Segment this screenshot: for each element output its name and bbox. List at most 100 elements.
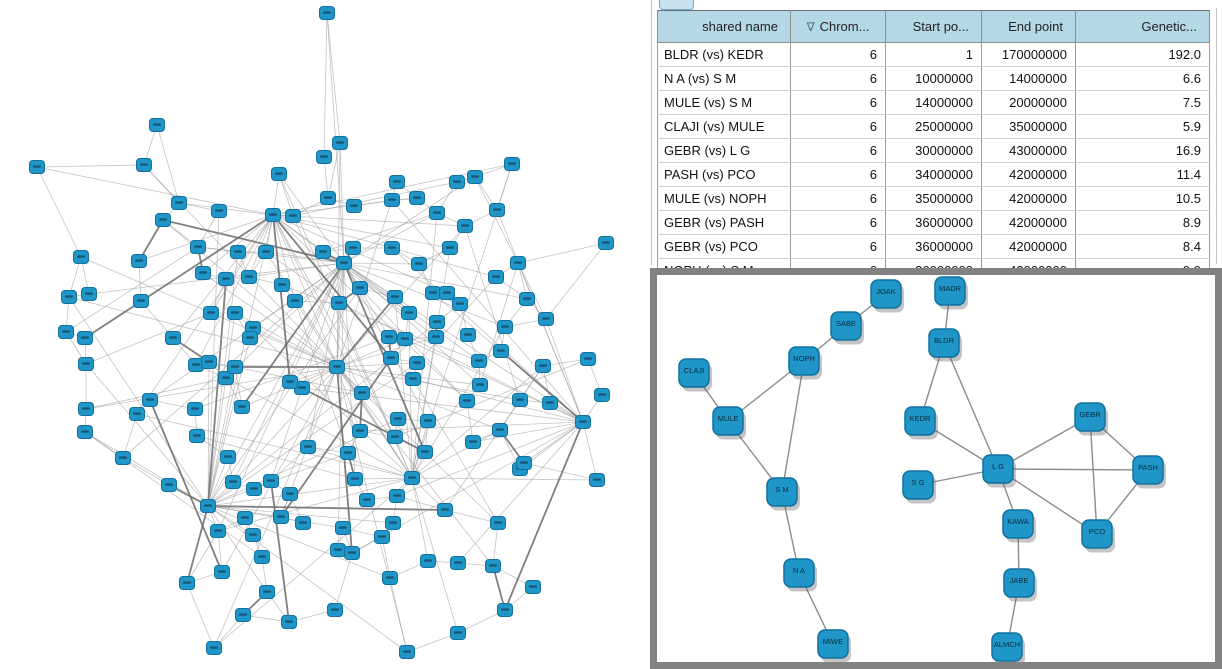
network-node[interactable]: [389, 175, 405, 189]
network-node[interactable]: [330, 543, 346, 557]
network-node[interactable]: [237, 511, 253, 525]
column-header-start-point[interactable]: Start po...: [885, 10, 982, 43]
network-node[interactable]: [485, 559, 501, 573]
network-node[interactable]: [384, 193, 400, 207]
network-node[interactable]: [460, 328, 476, 342]
network-node[interactable]: [439, 286, 455, 300]
network-node[interactable]: [336, 256, 352, 270]
filter-icon[interactable]: ∇: [806, 20, 815, 34]
network-node[interactable]: [201, 355, 217, 369]
network-node[interactable]: [295, 516, 311, 530]
network-node[interactable]: [77, 331, 93, 345]
detail-node-s-m[interactable]: S M: [766, 477, 800, 511]
network-node[interactable]: [525, 580, 541, 594]
network-node[interactable]: [519, 292, 535, 306]
detail-node-gebr[interactable]: GEBR: [1074, 402, 1108, 436]
network-node[interactable]: [382, 571, 398, 585]
network-node[interactable]: [265, 208, 281, 222]
table-row[interactable]: CLAJI (vs) MULE 6 25000000 35000000 5.9: [657, 114, 1210, 139]
network-node[interactable]: [190, 240, 206, 254]
network-node[interactable]: [179, 576, 195, 590]
column-header-chromosome[interactable]: ∇ Chrom...: [790, 10, 886, 43]
network-node[interactable]: [429, 206, 445, 220]
detail-node-kawa[interactable]: KAWA: [1002, 509, 1036, 543]
network-node[interactable]: [259, 585, 275, 599]
column-header-end-point[interactable]: End point: [981, 10, 1076, 43]
detail-node-l-g[interactable]: L G: [982, 454, 1016, 488]
network-node[interactable]: [246, 482, 262, 496]
table-row[interactable]: GEBR (vs) PASH 6 36000000 42000000 8.9: [657, 210, 1210, 235]
network-node[interactable]: [285, 209, 301, 223]
network-node[interactable]: [195, 266, 211, 280]
network-node[interactable]: [387, 430, 403, 444]
network-node[interactable]: [409, 356, 425, 370]
network-node[interactable]: [188, 358, 204, 372]
column-header-genetic[interactable]: Genetic...: [1075, 10, 1210, 43]
network-node[interactable]: [471, 354, 487, 368]
network-node[interactable]: [488, 270, 504, 284]
column-header-shared-name[interactable]: shared name: [657, 10, 791, 43]
network-node[interactable]: [189, 429, 205, 443]
detail-node-pco[interactable]: PCO: [1081, 519, 1115, 553]
network-node[interactable]: [437, 503, 453, 517]
network-node[interactable]: [504, 157, 520, 171]
network-node[interactable]: [387, 290, 403, 304]
network-node[interactable]: [220, 450, 236, 464]
network-node[interactable]: [425, 286, 441, 300]
network-node[interactable]: [136, 158, 152, 172]
detail-node-almch[interactable]: ALMCH: [991, 632, 1025, 662]
network-node[interactable]: [411, 257, 427, 271]
network-node[interactable]: [490, 516, 506, 530]
network-node[interactable]: [129, 407, 145, 421]
network-node[interactable]: [271, 167, 287, 181]
network-node[interactable]: [254, 550, 270, 564]
detail-node-bldr[interactable]: BLDR: [928, 328, 962, 362]
network-node[interactable]: [115, 451, 131, 465]
network-node[interactable]: [452, 297, 468, 311]
table-row[interactable]: PASH (vs) PCO 6 34000000 42000000 11.4: [657, 162, 1210, 187]
network-node[interactable]: [149, 118, 165, 132]
network-node[interactable]: [489, 203, 505, 217]
network-node[interactable]: [399, 645, 415, 659]
network-node[interactable]: [450, 626, 466, 640]
detail-node-s-g[interactable]: S G: [902, 470, 936, 504]
network-node[interactable]: [227, 360, 243, 374]
network-node[interactable]: [589, 473, 605, 487]
network-node[interactable]: [542, 396, 558, 410]
network-node[interactable]: [352, 281, 368, 295]
network-node[interactable]: [187, 402, 203, 416]
network-node[interactable]: [390, 412, 406, 426]
network-node[interactable]: [420, 554, 436, 568]
network-node[interactable]: [77, 425, 93, 439]
network-node[interactable]: [359, 493, 375, 507]
network-node[interactable]: [329, 360, 345, 374]
network-node[interactable]: [78, 402, 94, 416]
network-node[interactable]: [218, 371, 234, 385]
network-node[interactable]: [234, 400, 250, 414]
table-row[interactable]: MULE (vs) S M 6 14000000 20000000 7.5: [657, 90, 1210, 115]
network-node[interactable]: [327, 603, 343, 617]
network-node[interactable]: [598, 236, 614, 250]
network-node[interactable]: [206, 641, 222, 655]
network-node[interactable]: [235, 608, 251, 622]
network-node[interactable]: [332, 136, 348, 150]
network-node[interactable]: [171, 196, 187, 210]
network-node[interactable]: [472, 378, 488, 392]
table-tab-fragment[interactable]: [659, 0, 694, 10]
network-node[interactable]: [442, 241, 458, 255]
detail-node-joak[interactable]: JOAK: [870, 279, 904, 313]
network-node[interactable]: [492, 423, 508, 437]
network-node[interactable]: [352, 424, 368, 438]
network-node[interactable]: [346, 199, 362, 213]
network-node[interactable]: [258, 245, 274, 259]
network-node[interactable]: [274, 278, 290, 292]
detail-node-noph[interactable]: NOPH: [788, 346, 822, 380]
network-node[interactable]: [165, 331, 181, 345]
network-node[interactable]: [287, 294, 303, 308]
network-node[interactable]: [493, 344, 509, 358]
detail-node-kedr[interactable]: KEDR: [904, 406, 938, 440]
network-node[interactable]: [273, 510, 289, 524]
network-node[interactable]: [384, 241, 400, 255]
network-node[interactable]: [161, 478, 177, 492]
detail-node-miwe[interactable]: MIWE: [817, 629, 851, 662]
